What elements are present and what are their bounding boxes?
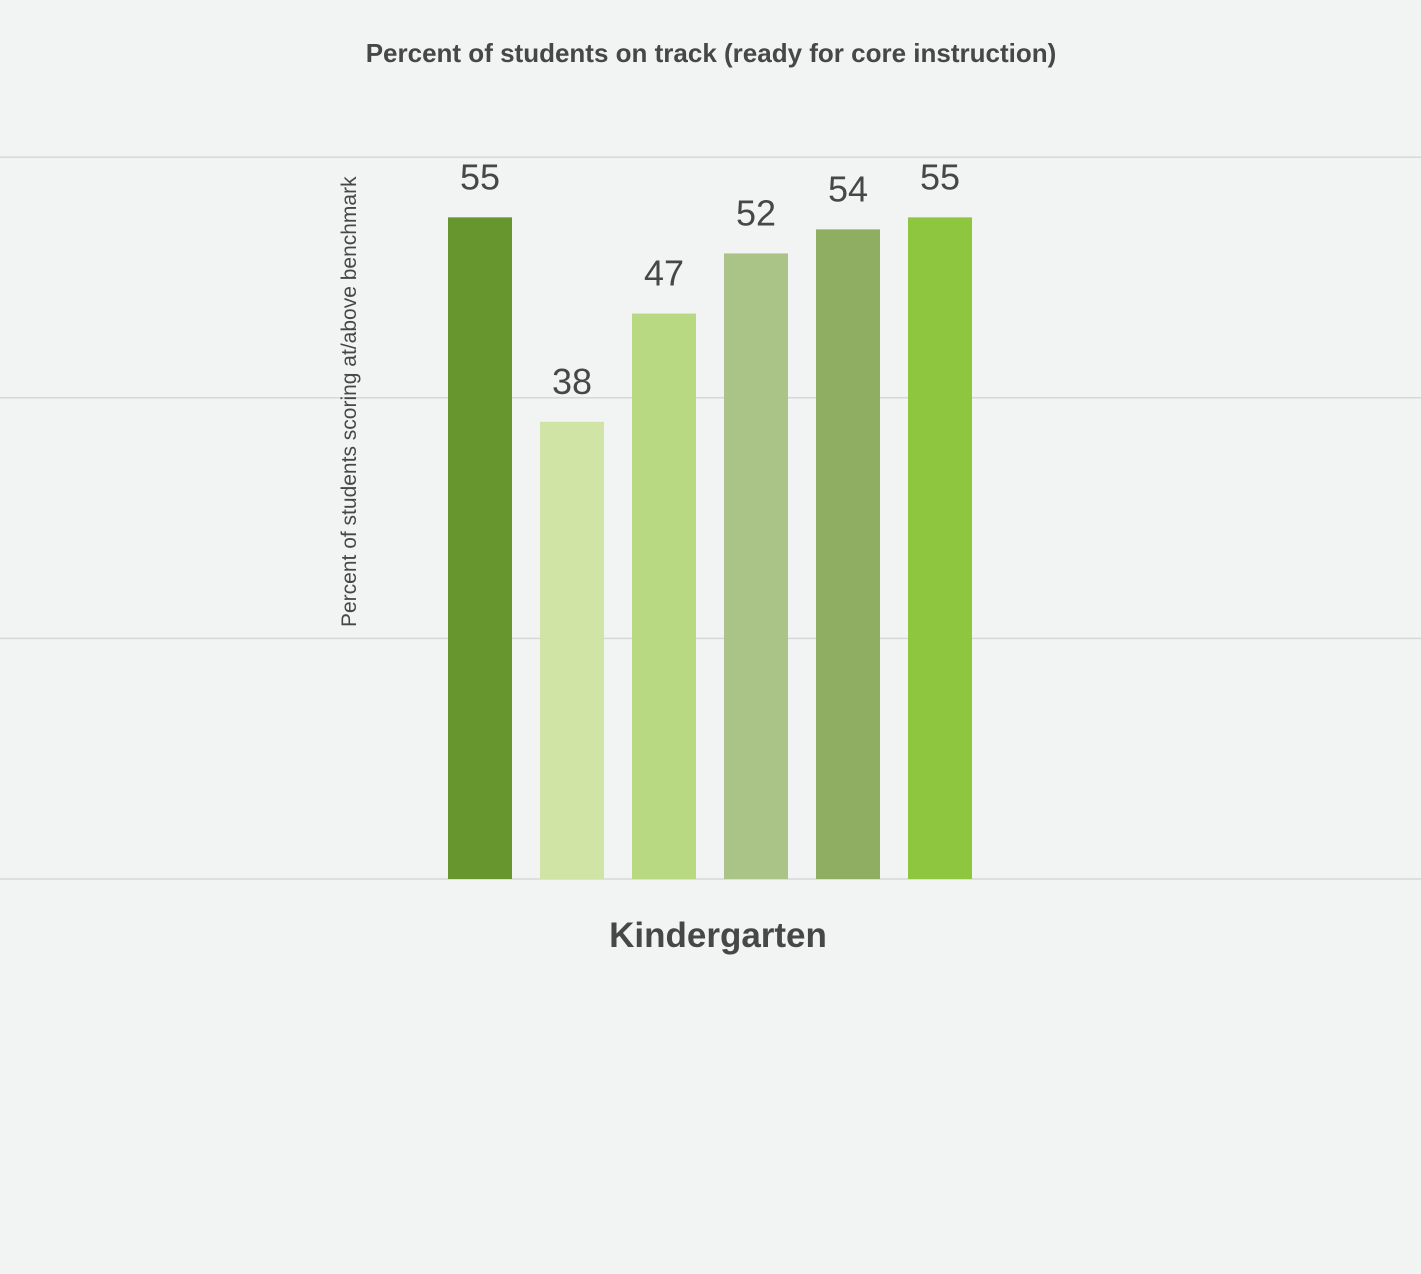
bar-value-label: 47 — [644, 253, 684, 294]
bar-value-label: 55 — [460, 156, 500, 197]
bar — [724, 253, 788, 879]
y-axis-label: Percent of students scoring at/above ben… — [338, 176, 361, 627]
bar-value-label: 54 — [828, 168, 868, 209]
bar — [632, 313, 696, 880]
bar-value-label: 52 — [736, 192, 776, 233]
value-labels: 55 38 47 52 54 55 — [460, 156, 960, 402]
gridlines — [0, 156, 1421, 880]
bar-value-label: 55 — [920, 156, 960, 197]
bars — [448, 217, 972, 880]
bar-value-label: 38 — [552, 361, 592, 402]
category-labels: Kindergarten — [609, 916, 827, 955]
category-label: Kindergarten — [609, 916, 827, 955]
bar — [448, 217, 512, 880]
bar — [816, 229, 880, 879]
bar — [540, 421, 604, 879]
chart-title: Percent of students on track (ready for … — [366, 38, 1057, 68]
bar — [908, 217, 972, 880]
